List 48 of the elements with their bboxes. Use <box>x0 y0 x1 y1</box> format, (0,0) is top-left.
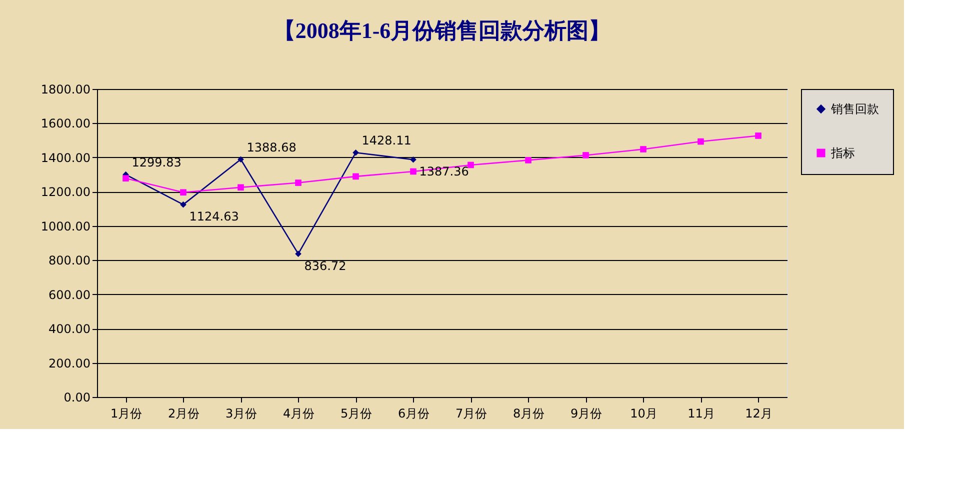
x-tick-label: 11月 <box>688 406 715 420</box>
x-tick-label: 2月份 <box>168 406 200 420</box>
data-label: 1299.83 <box>132 156 182 170</box>
y-tick-label: 800.00 <box>48 254 90 268</box>
point <box>180 201 186 208</box>
point <box>698 138 704 145</box>
data-label: 1124.63 <box>189 210 239 224</box>
data-label: 836.72 <box>304 258 346 273</box>
point <box>410 156 416 163</box>
x-tick-label: 7月份 <box>455 406 488 420</box>
y-tick-label: 1600.00 <box>40 116 90 131</box>
point <box>582 152 589 158</box>
point <box>410 168 416 175</box>
legend-label: 指标 <box>830 146 855 160</box>
x-tick-label: 3月份 <box>225 406 258 420</box>
point <box>525 157 532 164</box>
y-tick-label: 400.00 <box>48 322 90 336</box>
legend-label: 销售回款 <box>830 102 879 116</box>
point <box>755 132 762 139</box>
point <box>122 175 129 182</box>
point <box>238 156 244 163</box>
point <box>295 180 302 186</box>
data-label: 1387.36 <box>419 164 469 179</box>
y-tick-label: 1400.00 <box>40 150 90 165</box>
x-tick-label: 5月份 <box>340 406 372 420</box>
x-tick-label: 1月份 <box>110 406 142 420</box>
y-tick-label: 1200.00 <box>40 185 90 200</box>
y-tick-label: 200.00 <box>48 356 90 370</box>
point <box>352 173 359 180</box>
data-label: 1388.68 <box>246 140 296 154</box>
x-tick-label: 10月 <box>630 406 658 420</box>
x-tick-label: 8月份 <box>512 406 545 420</box>
point <box>352 149 359 156</box>
x-tick-label: 6月份 <box>398 406 430 420</box>
point <box>295 250 302 257</box>
x-tick-label: 12月 <box>745 406 772 420</box>
chart-title: 【2008年1-6月份销售回款分析图】 <box>273 18 611 43</box>
point <box>180 189 186 196</box>
y-tick-label: 1000.00 <box>40 219 90 234</box>
x-tick-label: 4月份 <box>282 406 315 420</box>
y-tick-label: 600.00 <box>48 288 90 302</box>
point <box>640 146 646 152</box>
y-tick-label: 0.00 <box>64 390 90 404</box>
point <box>468 162 474 168</box>
data-label: 1428.11 <box>362 134 412 148</box>
x-tick-label: 9月份 <box>570 406 602 420</box>
point <box>238 184 244 191</box>
y-tick-label: 1800.00 <box>40 82 90 96</box>
